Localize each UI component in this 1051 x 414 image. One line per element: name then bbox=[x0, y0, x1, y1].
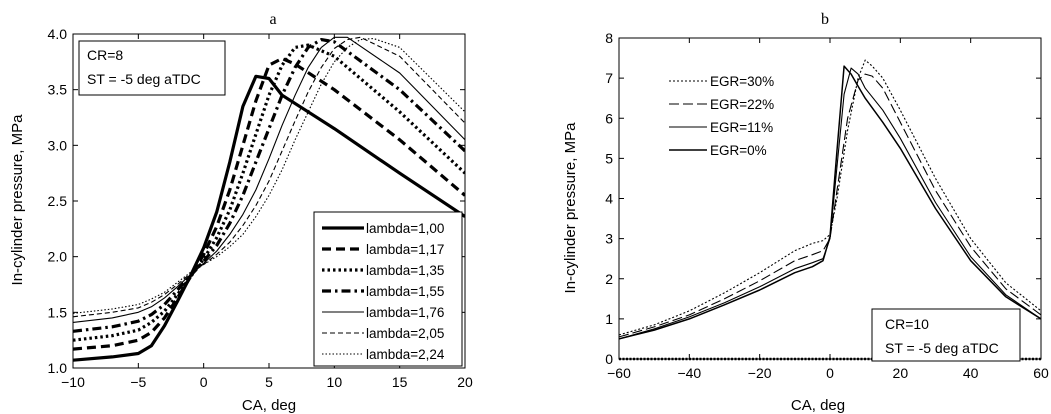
x-tick-label: 20 bbox=[457, 374, 473, 390]
series-line-6 bbox=[73, 36, 465, 318]
y-axis-label-b: In-cylinder pressure, MPa bbox=[562, 122, 579, 294]
annotation-line-2-b: ST = -5 deg aTDC bbox=[885, 340, 999, 356]
y-tick-label: 5 bbox=[605, 150, 613, 166]
x-tick-label: 60 bbox=[1033, 365, 1049, 381]
y-tick-label: 3.5 bbox=[48, 82, 68, 98]
panel-b: b −60 −40 −20 0 20 40 60 0 1 2 3 4 5 6 7 8 CA, deg In-c… bbox=[562, 11, 1049, 414]
x-tick-label: 0 bbox=[826, 365, 834, 381]
x-axis-label-b: CA, deg bbox=[791, 397, 845, 414]
y-tick-label: 6 bbox=[605, 110, 613, 126]
y-tick-label: 0 bbox=[605, 351, 613, 367]
panel-label-b: b bbox=[821, 11, 829, 28]
x-tick-label: 20 bbox=[893, 365, 909, 381]
x-tick-label: −5 bbox=[130, 374, 146, 390]
y-tick-label: 8 bbox=[605, 30, 613, 46]
legend-entry: lambda=1,17 bbox=[366, 242, 444, 257]
legend-b: EGR=30% EGR=22% EGR=11% EGR=0% bbox=[669, 74, 774, 158]
y-tick-label: 3 bbox=[605, 231, 613, 247]
series-line-5 bbox=[73, 36, 465, 323]
annotation-line-1-b: CR=10 bbox=[885, 316, 929, 332]
x-tick-label: 0 bbox=[200, 374, 208, 390]
legend-entry: lambda=1,00 bbox=[366, 221, 444, 236]
y-tick-label: 4.0 bbox=[48, 26, 68, 42]
plot-area-a: −10 −5 0 5 10 15 20 1.0 1.5 2.0 2.5 3.0 3.5 4.0 bbox=[48, 26, 473, 390]
y-tick-label: 3.0 bbox=[48, 137, 68, 153]
x-tick-label: −60 bbox=[607, 365, 631, 381]
series-line-1 bbox=[73, 74, 465, 362]
x-axis-label-a: CA, deg bbox=[242, 397, 296, 414]
legend-entry: lambda=1,55 bbox=[366, 284, 444, 299]
legend-entry: lambda=1,35 bbox=[366, 263, 444, 278]
y-tick-label: 2 bbox=[605, 271, 613, 287]
x-tick-label: −40 bbox=[677, 365, 701, 381]
annotation-box-a: CR=8 ST = -5 deg aTDC bbox=[78, 40, 226, 96]
legend-box bbox=[313, 211, 463, 367]
series-line-2 bbox=[619, 73, 1041, 338]
series-line-4 bbox=[619, 65, 1041, 340]
legend-a: lambda=1,00 lambda=1,17 lambda=1,35 lambda=… bbox=[313, 211, 463, 367]
legend-entry: EGR=22% bbox=[710, 97, 774, 112]
y-tick-label: 1.0 bbox=[48, 360, 68, 376]
legend-entry: EGR=0% bbox=[710, 143, 767, 158]
x-tick-label: 5 bbox=[265, 374, 273, 390]
y-tick-label: 1 bbox=[605, 311, 613, 327]
annotation-line-2-a: ST = -5 deg aTDC bbox=[87, 71, 201, 87]
x-tick-label: 15 bbox=[392, 374, 408, 390]
series-line-2 bbox=[73, 56, 465, 351]
legend-entry: lambda=1,76 bbox=[366, 305, 444, 320]
y-tick-label: 7 bbox=[605, 70, 613, 86]
annotation-box-b: CR=10 ST = -5 deg aTDC bbox=[871, 308, 1021, 362]
series-line-7 bbox=[73, 37, 465, 314]
y-axis-label-a: In-cylinder pressure, MPa bbox=[9, 114, 26, 286]
series-line-3 bbox=[619, 67, 1041, 340]
legend-entry: lambda=2,05 bbox=[366, 326, 444, 341]
panel-label-a: a bbox=[269, 11, 276, 28]
y-tick-label: 1.5 bbox=[48, 304, 68, 320]
y-tick-label: 4 bbox=[605, 191, 613, 207]
plot-area-b: −60 −40 −20 0 20 40 60 0 1 2 3 4 5 6 7 8 bbox=[605, 30, 1049, 381]
x-tick-label: −10 bbox=[61, 374, 85, 390]
legend-entry: lambda=2,24 bbox=[366, 347, 445, 362]
y-tick-label: 2.5 bbox=[48, 193, 68, 209]
x-tick-label: −20 bbox=[748, 365, 772, 381]
series-line-1 bbox=[619, 59, 1041, 336]
legend-entry: EGR=11% bbox=[710, 120, 773, 135]
series-line-4 bbox=[73, 37, 465, 333]
legend-entry: EGR=30% bbox=[710, 74, 774, 89]
y-tick-label: 2.0 bbox=[48, 249, 68, 265]
series-line-3 bbox=[73, 43, 465, 342]
x-tick-label: 10 bbox=[327, 374, 343, 390]
panel-a: a −10 −5 0 5 10 15 20 1.0 1.5 2.0 2.5 3.0 3.5 4.0 CA,… bbox=[9, 11, 473, 414]
annotation-line-1-a: CR=8 bbox=[87, 47, 123, 63]
x-tick-label: 40 bbox=[963, 365, 979, 381]
